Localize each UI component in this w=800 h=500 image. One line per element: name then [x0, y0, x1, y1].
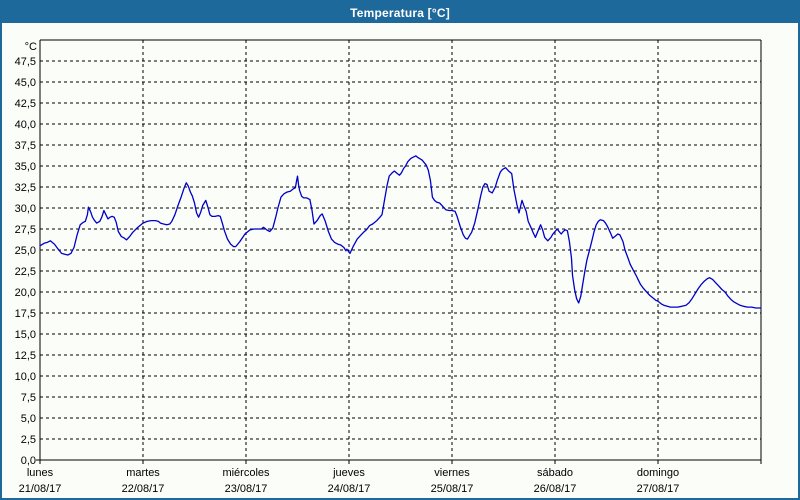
y-tick-label: 22,5: [15, 266, 36, 278]
x-day-name: viernes: [434, 467, 470, 479]
y-tick-label: 45,0: [15, 77, 36, 89]
y-tick-label: 20,0: [15, 287, 36, 299]
y-tick-label: 40,0: [15, 119, 36, 131]
x-day-date: 24/08/17: [328, 483, 371, 495]
x-day-date: 27/08/17: [637, 483, 680, 495]
y-tick-label: 17,5: [15, 308, 36, 320]
y-tick-label: 15,0: [15, 329, 36, 341]
window-title: Temperatura [°C]: [350, 5, 450, 20]
y-tick-label: 5,0: [21, 413, 36, 425]
x-day-date: 25/08/17: [431, 483, 474, 495]
y-tick-label: 10,0: [15, 371, 36, 383]
x-day-name: miércoles: [222, 467, 270, 479]
y-tick-label: 12,5: [15, 350, 36, 362]
x-day-date: 23/08/17: [225, 483, 268, 495]
x-day-name: martes: [126, 467, 160, 479]
y-tick-label: 25,0: [15, 245, 36, 257]
window-titlebar[interactable]: Temperatura [°C]: [2, 2, 798, 23]
x-day-date: 21/08/17: [19, 483, 62, 495]
x-day-date: 22/08/17: [122, 483, 165, 495]
x-day-name: domingo: [637, 467, 679, 479]
chart-container: 47,5 45,0 42,5 40,0 37,5 35,0 32,5 30,0 27,5 25,0…: [2, 23, 798, 498]
y-tick-label: 30,0: [15, 203, 36, 215]
y-tick-label: 2,5: [21, 434, 36, 446]
y-axis-unit: °C: [25, 41, 37, 53]
x-day-name: sábado: [537, 467, 573, 479]
y-tick-label: 42,5: [15, 98, 36, 110]
y-tick-label: 35,0: [15, 161, 36, 173]
temperature-chart: 47,5 45,0 42,5 40,0 37,5 35,0 32,5 30,0 27,5 25,0…: [15, 39, 762, 495]
y-tick-label: 27,5: [15, 224, 36, 236]
y-tick-label: 37,5: [15, 140, 36, 152]
x-day-name: jueves: [332, 467, 365, 479]
temperature-series-line: [39, 155, 762, 309]
y-tick-label: 32,5: [15, 182, 36, 194]
y-tick-label: 7,5: [21, 392, 36, 404]
x-day-name: lunes: [27, 467, 54, 479]
y-tick-label: 0,0: [21, 455, 36, 467]
y-tick-label: 47,5: [15, 56, 36, 68]
x-day-date: 26/08/17: [534, 483, 577, 495]
